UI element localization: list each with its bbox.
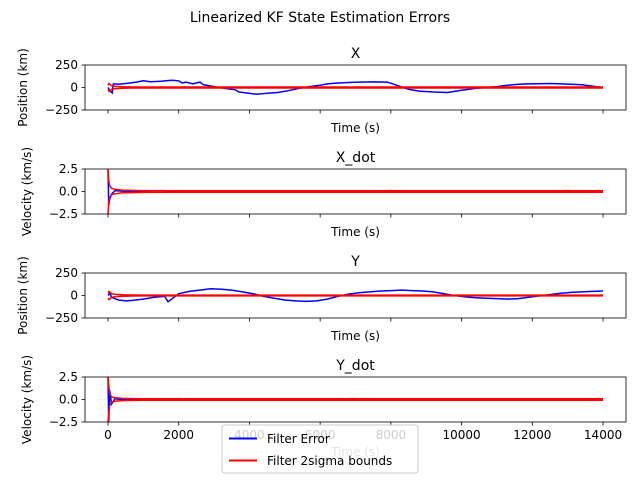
subplot-x: −250 0 250 X Time (s) Position (km) xyxy=(16,46,627,135)
series-2sigma-lower xyxy=(107,295,603,301)
subplot-title: X_dot xyxy=(336,150,376,166)
y-tick-label: 2.5 xyxy=(59,162,78,176)
subplots: −250 0 250 X Time (s) Position (km) −2.5 0.0 2.5… xyxy=(16,46,627,459)
subplot-y: −250 0 250 Y Time (s) Position (km) xyxy=(16,254,627,343)
y-tick-label: −2.5 xyxy=(49,415,78,429)
x-tick-label: 2000 xyxy=(163,428,194,442)
series-2sigma-lower xyxy=(107,399,603,422)
y-tick-label: −250 xyxy=(45,103,78,117)
x-tick-label: 12000 xyxy=(513,428,551,442)
series-filter-error xyxy=(107,169,604,206)
x-tick-label: 0 xyxy=(104,428,112,442)
y-axis-label: Velocity (km/s) xyxy=(20,147,34,236)
subplot-x-dot: −2.5 0.0 2.5 X_dot Time (s) Velocity (km/s) xyxy=(20,147,627,239)
y-tick-label: 250 xyxy=(55,58,78,72)
series-2sigma-upper xyxy=(107,169,603,192)
legend-box xyxy=(221,424,419,474)
plot-area xyxy=(107,288,604,303)
figure-title: Linearized KF State Estimation Errors xyxy=(190,10,450,26)
x-tick-label: 10000 xyxy=(442,428,480,442)
y-tick-label: −250 xyxy=(45,311,78,325)
x-tick-label: 14000 xyxy=(584,428,622,442)
series-2sigma-upper xyxy=(107,82,603,88)
series-2sigma-lower xyxy=(107,87,603,93)
y-tick-label: 2.5 xyxy=(59,370,78,384)
series-2sigma-upper xyxy=(107,290,603,296)
y-tick-label: 0 xyxy=(70,81,78,95)
y-axis-label: Position (km) xyxy=(16,48,30,127)
legend: Filter Error Filter 2sigma bounds xyxy=(221,424,419,474)
plot-area xyxy=(107,169,604,214)
subplot-title: Y xyxy=(350,254,360,270)
y-tick-label: 0.0 xyxy=(59,185,78,199)
series-2sigma-upper xyxy=(107,377,603,400)
y-axis-label: Position (km) xyxy=(16,256,30,335)
series-2sigma-lower xyxy=(107,191,603,214)
x-axis-label: Time (s) xyxy=(330,225,380,239)
y-tick-label: 0 xyxy=(70,289,78,303)
subplot-title: Y_dot xyxy=(335,358,375,374)
subplot-title: X xyxy=(351,46,361,62)
legend-label-error: Filter Error xyxy=(267,432,330,446)
plot-area xyxy=(107,79,604,96)
y-tick-label: −2.5 xyxy=(49,207,78,221)
legend-label-bounds: Filter 2sigma bounds xyxy=(267,454,392,468)
x-axis-label: Time (s) xyxy=(330,329,380,343)
plot-area xyxy=(107,377,604,422)
y-axis-label: Velocity (km/s) xyxy=(20,355,34,444)
y-tick-label: 0.0 xyxy=(59,393,78,407)
y-tick-label: 250 xyxy=(55,266,78,280)
x-axis-label: Time (s) xyxy=(330,121,380,135)
